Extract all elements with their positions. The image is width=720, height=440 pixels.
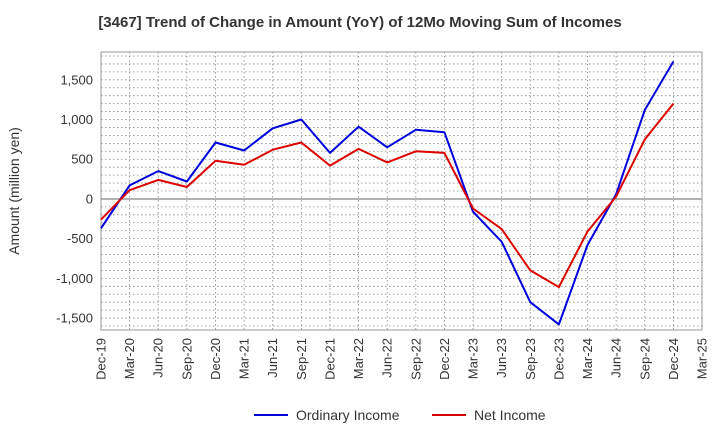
x-tick-label: Mar-23: [466, 338, 481, 379]
x-tick-label: Sep-21: [294, 338, 309, 380]
x-tick-label: Mar-20: [122, 338, 137, 379]
x-tick-label: Dec-22: [437, 338, 452, 380]
x-tick-label: Dec-24: [666, 338, 681, 380]
y-tick-label: -1,500: [56, 311, 93, 326]
plot-area-frame: [100, 51, 703, 331]
x-tick-label: Sep-23: [523, 338, 538, 380]
x-tick-label: Sep-24: [637, 338, 652, 380]
x-tick-label: Jun-24: [609, 338, 624, 378]
x-tick-label: Mar-25: [695, 338, 710, 379]
x-tick-label: Dec-20: [208, 338, 223, 380]
chart-title: [3467] Trend of Change in Amount (YoY) o…: [98, 14, 622, 31]
series-lines: [100, 60, 675, 326]
legend-label: Ordinary Income: [296, 407, 400, 423]
legend-label: Net Income: [474, 407, 546, 423]
x-tick-label: Jun-21: [265, 338, 280, 378]
y-axis-tick-labels: -1,500 -1,000 -500 0 500 1,000 1,500: [56, 72, 93, 325]
x-tick-label: Jun-23: [494, 338, 509, 378]
y-tick-label: -500: [67, 231, 93, 246]
x-tick-label: Jun-20: [151, 338, 166, 378]
x-tick-label: Mar-22: [351, 338, 366, 379]
x-tick-label: Sep-20: [179, 338, 194, 380]
x-tick-label: Dec-21: [322, 338, 337, 380]
series-line-ordinary-income: [100, 60, 675, 326]
y-tick-label: 500: [71, 152, 93, 167]
x-tick-label: Mar-24: [580, 338, 595, 379]
y-tick-label: -1,000: [56, 271, 93, 286]
x-tick-label: Dec-19: [94, 338, 109, 380]
y-tick-label: 0: [86, 191, 93, 206]
x-tick-label: Jun-22: [380, 338, 395, 378]
y-tick-label: 1,000: [60, 112, 93, 127]
x-axis-tick-labels: Dec-19 Mar-20 Jun-20 Sep-20 Dec-20 Mar-21 Jun-…: [94, 338, 710, 380]
x-tick-label: Dec-23: [551, 338, 566, 380]
x-tick-label: Sep-22: [408, 338, 423, 380]
y-tick-label: 1,500: [60, 72, 93, 87]
x-tick-label: Mar-21: [237, 338, 252, 379]
grid-lines: [100, 52, 703, 330]
series-line-net-income: [100, 102, 675, 289]
y-axis-title: Amount (million yen): [6, 127, 22, 255]
legend: Ordinary Income Net Income: [254, 407, 546, 423]
